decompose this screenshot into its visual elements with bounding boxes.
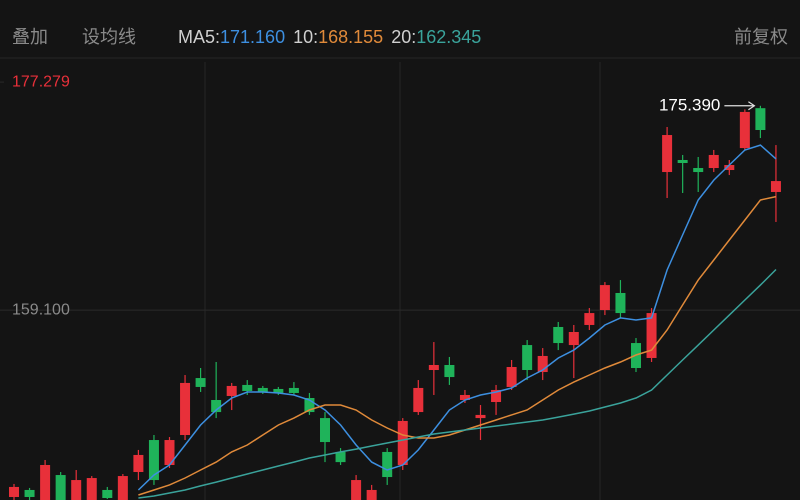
candle-body bbox=[724, 165, 735, 171]
candle-body bbox=[693, 168, 704, 173]
candle-body bbox=[24, 489, 35, 497]
legend-value: 162.345 bbox=[416, 27, 481, 47]
candle-body bbox=[288, 387, 299, 393]
candle-body bbox=[506, 367, 517, 387]
legend-name: 10: bbox=[293, 27, 318, 47]
overlay-button[interactable]: 叠加 bbox=[12, 27, 48, 47]
candle-body bbox=[226, 385, 237, 396]
candle-body bbox=[444, 364, 455, 378]
y-tick-label: 177.279 bbox=[12, 73, 70, 90]
candle-body bbox=[180, 382, 191, 436]
candle-body bbox=[428, 364, 439, 371]
max-label: 175.390 bbox=[659, 95, 720, 114]
candle-body bbox=[102, 489, 113, 498]
candle-body bbox=[195, 378, 206, 387]
legend-name: 20: bbox=[391, 27, 416, 47]
candle-body bbox=[599, 285, 610, 311]
candle-body bbox=[677, 159, 688, 163]
candle-body bbox=[211, 400, 222, 413]
candle-body bbox=[413, 387, 424, 413]
candle-body bbox=[164, 440, 175, 465]
candle-body bbox=[491, 389, 502, 403]
candle-body bbox=[40, 464, 51, 500]
candle-body bbox=[86, 478, 97, 500]
candle-body bbox=[770, 181, 781, 192]
candle-body bbox=[351, 480, 362, 500]
candle-body bbox=[646, 313, 657, 358]
candle-body bbox=[708, 154, 719, 169]
legend-value: 168.155 bbox=[318, 27, 383, 47]
candle-body bbox=[568, 332, 579, 346]
candle-body bbox=[755, 108, 766, 131]
candle-body bbox=[117, 476, 128, 500]
candle-body bbox=[257, 387, 268, 392]
ma-line bbox=[138, 268, 777, 499]
candle-body bbox=[475, 414, 486, 419]
candle-body bbox=[366, 489, 377, 500]
candle-body bbox=[148, 440, 159, 481]
candle-body bbox=[9, 486, 19, 497]
candle-body bbox=[55, 475, 66, 500]
candle-body bbox=[739, 111, 750, 149]
legend-name: MA5: bbox=[178, 27, 220, 47]
candle-body bbox=[335, 451, 346, 463]
max-arrow-head bbox=[748, 101, 756, 111]
candle-body bbox=[133, 454, 144, 473]
candle-body bbox=[522, 345, 533, 371]
candle-body bbox=[584, 313, 595, 325]
candle-body bbox=[553, 326, 564, 344]
candle-body bbox=[242, 384, 253, 391]
candle-body bbox=[304, 397, 315, 413]
candle-body bbox=[662, 135, 673, 173]
candle-body bbox=[382, 451, 393, 478]
adjust-button[interactable]: 前复权 bbox=[734, 27, 788, 47]
candle-body bbox=[397, 420, 408, 465]
ma-line bbox=[138, 195, 777, 496]
legend-value: 171.160 bbox=[220, 27, 285, 47]
candle-body bbox=[537, 355, 548, 373]
candle-body bbox=[320, 418, 330, 443]
candle-body bbox=[71, 480, 82, 500]
ma-line bbox=[137, 144, 777, 491]
candle-body bbox=[459, 394, 470, 401]
candle-body bbox=[273, 388, 284, 393]
y-tick-label: 159.100 bbox=[12, 301, 70, 318]
candle-body bbox=[615, 292, 626, 314]
set-ma-button[interactable]: 设均线 bbox=[82, 27, 136, 47]
